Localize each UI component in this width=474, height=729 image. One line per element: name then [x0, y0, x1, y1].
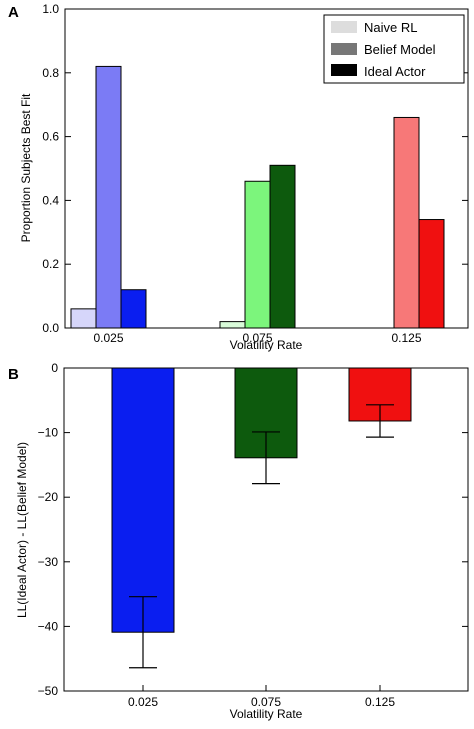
legend-label-ideal-actor: Ideal Actor [364, 64, 426, 79]
bar-ideal-actor-0-025 [120, 289, 147, 329]
panel-b-y-axis-label: LL(Ideal Actor) - LL(Belief Model) [15, 442, 29, 618]
bar-0-025 [111, 367, 175, 633]
legend-swatch-naive-rl [331, 21, 357, 33]
panel-b-y-ticks: 0 −10 −20 −30 −40 −50 [38, 361, 468, 698]
x-tick-label: 0.025 [128, 695, 158, 709]
y-tick-label: 0.4 [42, 193, 59, 207]
y-tick-label: −40 [38, 619, 59, 633]
y-tick-label: 0.6 [42, 130, 59, 144]
bar-ideal-actor-0-075 [269, 164, 296, 329]
panel-a-bars [70, 65, 445, 329]
x-tick-label: 0.025 [93, 331, 123, 345]
panel-a-x-axis-label: Volatility Rate [230, 338, 303, 352]
panel-b: B 0 −10 −20 −30 −40 −50 0.025 0.075 0.125 Volat… [8, 361, 469, 721]
y-tick-label: −20 [38, 490, 59, 504]
panel-b-x-ticks: 0.025 0.075 0.125 [128, 685, 395, 709]
x-tick-label: 0.125 [365, 695, 395, 709]
legend-label-belief-model: Belief Model [364, 42, 436, 57]
legend-label-naive-rl: Naive RL [364, 20, 417, 35]
panel-a-y-ticks: 0.0 0.2 0.4 0.6 0.8 1.0 [42, 2, 468, 335]
panel-b-x-axis-label: Volatility Rate [230, 707, 303, 721]
legend-swatch-belief-model [331, 43, 357, 55]
bar-belief-model-0-025 [95, 65, 122, 329]
y-tick-label: −10 [38, 426, 59, 440]
panel-a-x-ticks: 0.025 0.075 0.125 [93, 331, 421, 345]
bar-naive-rl-0-025 [70, 308, 97, 329]
bar-naive-rl-0-075 [219, 321, 246, 329]
bar-belief-model-0-125 [393, 116, 420, 329]
bar-belief-model-0-075 [244, 180, 271, 329]
legend-swatch-ideal-actor [331, 64, 357, 76]
y-tick-label: 0 [51, 361, 58, 375]
y-tick-label: 0.2 [42, 257, 59, 271]
panel-b-bars [111, 367, 412, 669]
panel-a-letter: A [8, 4, 19, 21]
x-tick-label: 0.075 [242, 331, 272, 345]
y-tick-label: −30 [38, 555, 59, 569]
x-tick-label: 0.125 [391, 331, 421, 345]
panel-a: A 0.0 0.2 0.4 0.6 0.8 1.0 0.025 0.075 0.125 Vol… [8, 2, 469, 352]
y-tick-label: 1.0 [42, 2, 59, 16]
panel-b-letter: B [8, 366, 19, 383]
x-tick-label: 0.075 [251, 695, 281, 709]
panel-a-y-axis-label: Proportion Subjects Best Fit [19, 93, 33, 242]
bar-ideal-actor-0-125 [418, 219, 445, 329]
panel-a-legend: Naive RL Belief Model Ideal Actor [323, 14, 465, 84]
y-tick-label: −50 [38, 684, 59, 698]
y-tick-label: 0.8 [42, 66, 59, 80]
y-tick-label: 0.0 [42, 321, 59, 335]
